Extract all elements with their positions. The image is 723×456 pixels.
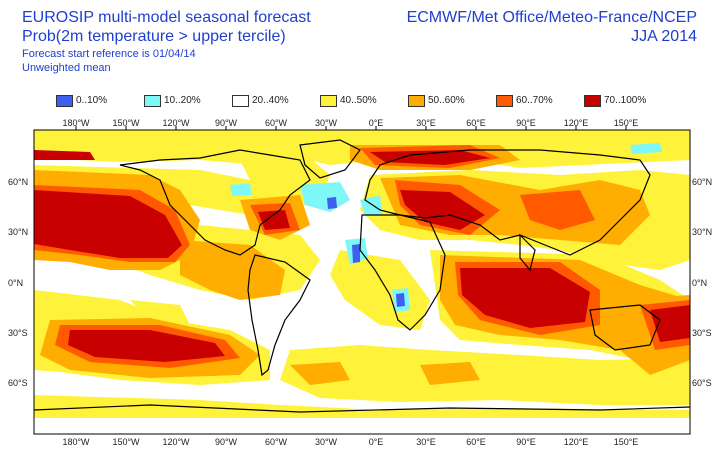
lon-label: 150°E [613, 437, 639, 447]
lat-label: 0°N [8, 278, 24, 288]
lat-label: 30°N [692, 227, 713, 237]
legend-swatch [408, 95, 425, 107]
prob-0-10-areas [327, 197, 405, 307]
legend-label: 50..60% [428, 95, 465, 106]
greenland-coast [299, 139, 361, 179]
lon-label: 30°W [314, 118, 338, 128]
title-line-2: Prob(2m temperature > upper tercile) [22, 28, 286, 45]
australia-coast [589, 304, 661, 351]
legend-swatch [56, 95, 73, 107]
europe-asia-coast [364, 149, 651, 256]
lon-label: 120°W [162, 118, 190, 128]
source-line: ECMWF/Met Office/Meteo-France/NCEP [406, 9, 697, 26]
legend-swatch [584, 95, 601, 107]
lat-label: 60°N [692, 177, 713, 187]
lon-label: 0°E [368, 437, 384, 447]
legend-label: 40..50% [340, 95, 377, 106]
lat-label: 30°S [692, 328, 712, 338]
source-block: ECMWF/Met Office/Meteo-France/NCEP JJA 2… [407, 8, 697, 46]
lon-label: 30°E [416, 118, 436, 128]
south-america-coast [247, 254, 311, 377]
india-coast [519, 233, 536, 272]
north-america-coast [119, 149, 311, 256]
lon-label: 180°W [62, 118, 90, 128]
legend-label: 60..70% [516, 95, 553, 106]
lat-label: 30°S [8, 328, 28, 338]
lon-label: 90°E [516, 437, 536, 447]
coastlines [34, 139, 690, 413]
lat-label: 60°S [692, 378, 712, 388]
lat-label: 30°N [8, 227, 29, 237]
lon-label: 90°W [214, 118, 238, 128]
legend-swatch [144, 95, 161, 107]
africa-coast [359, 214, 446, 331]
legend-swatch [496, 95, 513, 107]
lat-label: 60°S [8, 378, 28, 388]
lon-label: 150°E [613, 118, 639, 128]
lon-label: 60°E [466, 118, 486, 128]
legend-swatch [232, 95, 249, 107]
lon-label: 120°W [162, 437, 190, 447]
title-block: EUROSIP multi-model seasonal forecast Pr… [22, 8, 311, 46]
map-frame [33, 129, 691, 435]
legend-swatch [320, 95, 337, 107]
map-layers [34, 130, 690, 434]
lon-label: 90°E [516, 118, 536, 128]
lon-label: 60°E [466, 437, 486, 447]
antarctica-coast [34, 404, 690, 413]
legend-label: 10..20% [164, 95, 201, 106]
legend-label: 0..10% [76, 95, 108, 106]
lon-label: 180°W [62, 437, 90, 447]
lon-label: 60°W [264, 437, 288, 447]
lon-label: 0°E [368, 118, 384, 128]
lon-label: 30°W [314, 437, 338, 447]
weighting-text: Unweighted mean [22, 62, 111, 74]
lon-label: 90°W [214, 437, 238, 447]
legend-label: 20..40% [252, 95, 289, 106]
lon-label: 120°E [563, 437, 589, 447]
title-line-1: EUROSIP multi-model seasonal forecast [22, 9, 311, 26]
lat-label: 0°N [692, 278, 708, 288]
lon-label: 120°E [563, 118, 589, 128]
tick-marks [75, 126, 627, 130]
lon-label: 150°W [112, 118, 140, 128]
lon-label: 30°E [416, 437, 436, 447]
lat-label: 60°N [8, 177, 29, 187]
forecast-start-text: Forecast start reference is 01/04/14 [22, 48, 196, 60]
season-line: JJA 2014 [631, 28, 697, 45]
subtitle-block: Forecast start reference is 01/04/14 Unw… [22, 47, 196, 75]
prob-70-100-areas [34, 150, 690, 362]
lon-label: 150°W [112, 437, 140, 447]
legend-label: 70..100% [604, 95, 647, 106]
lon-label: 60°W [264, 118, 288, 128]
